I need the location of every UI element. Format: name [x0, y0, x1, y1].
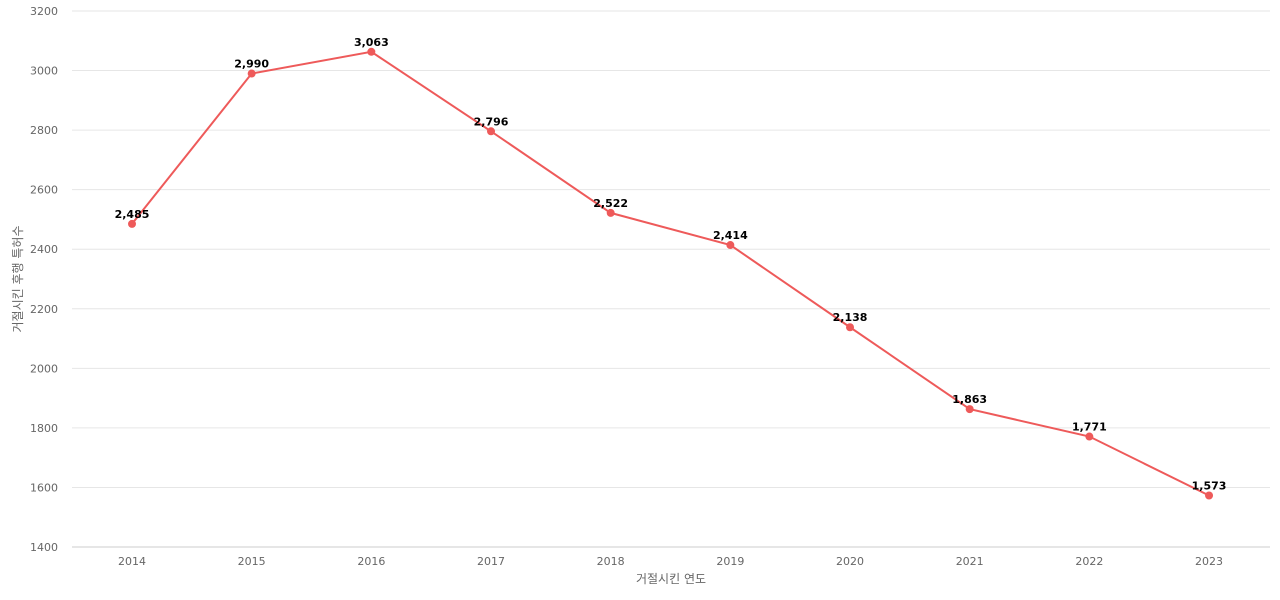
data-point	[1205, 491, 1214, 500]
data-label: 1,771	[1072, 421, 1107, 434]
y-tick-label: 2600	[30, 184, 58, 197]
series-line	[131, 50, 1210, 497]
x-tick-label: 2016	[357, 555, 385, 568]
y-axis-ticks: 1400 1600 1800 2000 2200 2400 2600 2800 3000 3200	[30, 5, 58, 554]
data-label: 2,796	[474, 115, 509, 128]
grid-lines	[72, 10, 1270, 548]
x-axis-ticks: 2014 2015 2016 2017 2018 2019 2020 2021 2022 2023	[118, 555, 1223, 568]
y-tick-label: 1800	[30, 422, 58, 435]
data-label: 2,990	[234, 58, 269, 71]
data-label: 2,522	[593, 197, 628, 210]
data-point	[367, 47, 376, 56]
data-point	[128, 219, 136, 228]
x-tick-label: 2020	[836, 555, 864, 568]
data-label: 2,138	[833, 311, 868, 324]
y-tick-label: 1600	[30, 481, 58, 494]
data-point	[846, 323, 855, 332]
data-point	[606, 208, 615, 217]
x-tick-label: 2023	[1195, 555, 1223, 568]
data-point	[965, 405, 974, 414]
y-tick-label: 2000	[30, 362, 58, 375]
data-label: 2,414	[713, 229, 748, 242]
data-point	[247, 69, 256, 78]
data-point	[487, 127, 496, 136]
series-points	[128, 47, 1214, 500]
data-labels: 2,485 2,990 3,063 2,796 2,522 2,414 2,138 1,863…	[115, 36, 1227, 493]
y-tick-label: 3200	[30, 5, 58, 18]
x-axis-title: 거절시킨 연도	[636, 572, 706, 586]
data-point	[1085, 432, 1094, 441]
y-tick-label: 1400	[30, 541, 58, 554]
x-tick-label: 2018	[597, 555, 625, 568]
y-tick-label: 2400	[30, 243, 58, 256]
y-tick-label: 3000	[30, 65, 58, 78]
x-tick-label: 2022	[1075, 555, 1103, 568]
x-tick-label: 2017	[477, 555, 505, 568]
data-label: 1,863	[952, 393, 987, 406]
data-label: 1,573	[1192, 479, 1227, 492]
y-axis-title: 거절시킨 후행 특허수	[10, 226, 25, 333]
y-tick-label: 2200	[30, 303, 58, 316]
x-tick-label: 2014	[118, 555, 146, 568]
x-tick-label: 2015	[238, 555, 266, 568]
data-label: 2,485	[115, 208, 150, 221]
series-lines	[131, 50, 1210, 497]
data-label: 3,063	[354, 36, 389, 49]
x-tick-label: 2019	[716, 555, 744, 568]
data-point	[726, 241, 735, 250]
y-tick-label: 2800	[30, 124, 58, 137]
x-tick-label: 2021	[956, 555, 984, 568]
